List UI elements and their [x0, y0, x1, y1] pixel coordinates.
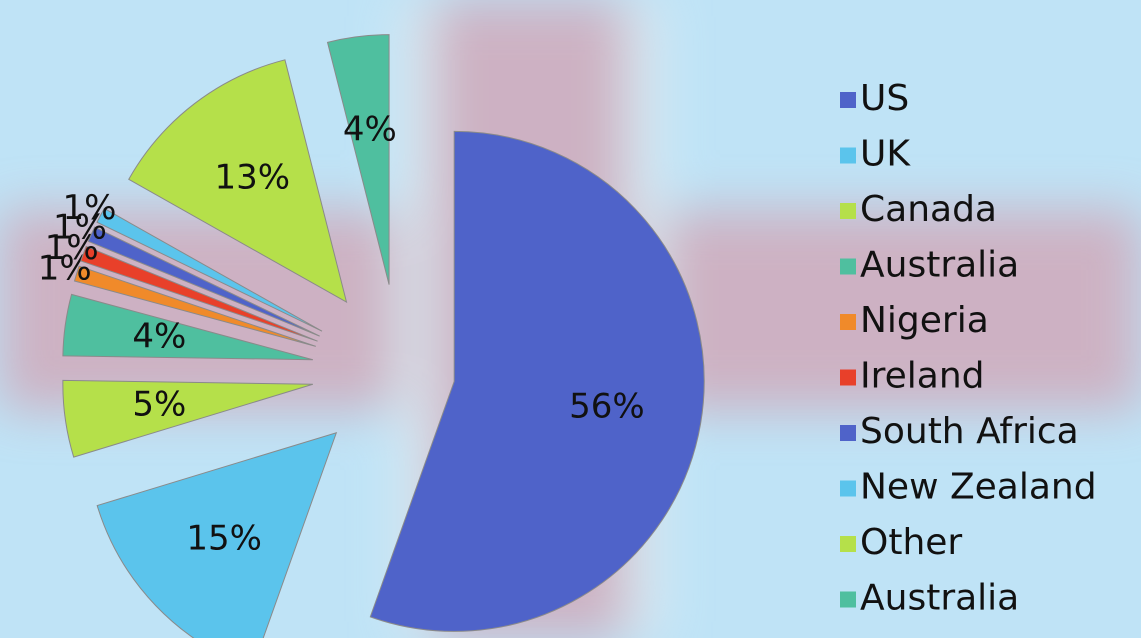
legend-swatch — [840, 259, 856, 275]
legend-label: Ireland — [860, 356, 985, 397]
chart: 56%15%5%4%1%1%1%1%13%4%USUKCanadaAustral… — [0, 0, 1141, 638]
legend-swatch — [840, 370, 856, 386]
legend-label: Other — [860, 522, 962, 563]
legend-swatch — [840, 92, 856, 108]
data-label: 1% — [62, 188, 116, 228]
legend-label: UK — [860, 134, 911, 175]
legend-label: US — [860, 78, 909, 119]
legend-swatch — [840, 148, 856, 164]
data-label: 15% — [186, 518, 262, 558]
data-label: 5% — [132, 384, 186, 424]
legend-label: Australia — [860, 245, 1019, 286]
legend-label: Nigeria — [860, 300, 989, 341]
data-label: 4% — [132, 317, 186, 357]
legend-swatch — [840, 203, 856, 219]
data-label: 13% — [215, 158, 291, 198]
legend-label: Australia — [860, 578, 1019, 619]
data-label: 4% — [343, 109, 397, 149]
legend-swatch — [840, 314, 856, 330]
legend-swatch — [840, 425, 856, 441]
legend-label: South Africa — [860, 411, 1079, 452]
legend-swatch — [840, 592, 856, 608]
legend-label: Canada — [860, 189, 997, 230]
legend-swatch — [840, 536, 856, 552]
legend-swatch — [840, 481, 856, 497]
legend-label: New Zealand — [860, 467, 1097, 508]
data-label: 56% — [569, 386, 645, 426]
